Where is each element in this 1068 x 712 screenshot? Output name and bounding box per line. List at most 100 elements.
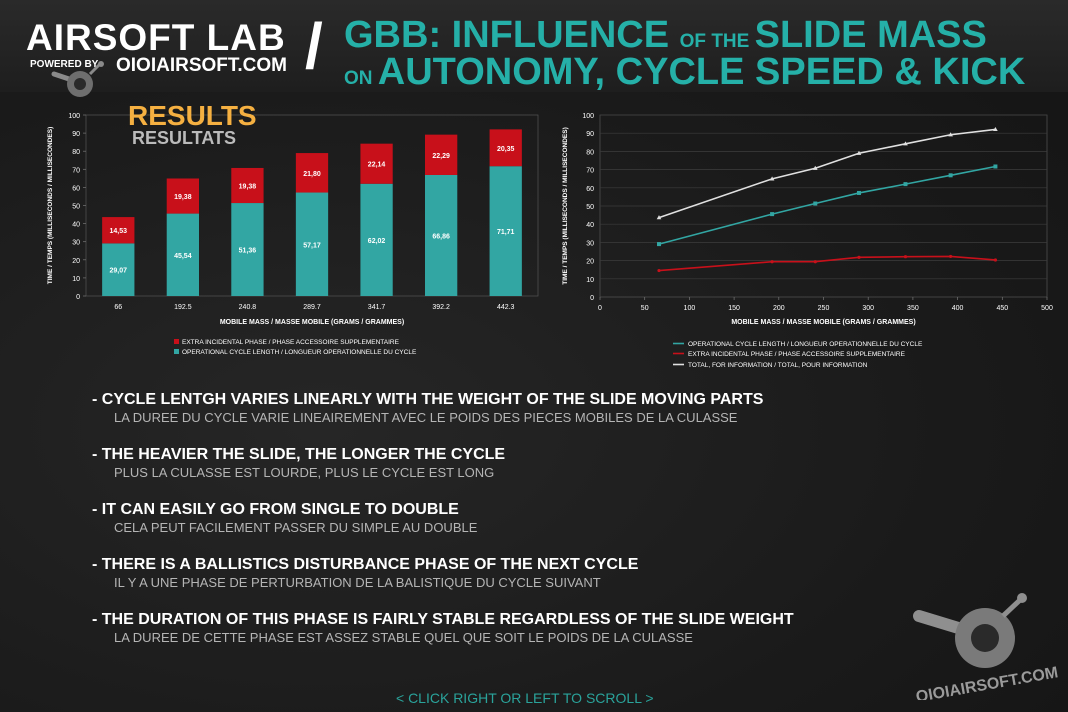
gear-logo-large-icon: OIOIAIRSOFT.COM xyxy=(913,593,1060,700)
list-item: - CYCLE LENTGH VARIES LINEARLY WITH THE … xyxy=(92,390,1052,426)
data-label: 19,38 xyxy=(174,194,192,201)
y-tick-label: 0 xyxy=(76,294,80,301)
title-part: AUTONOMY, CYCLE SPEED & KICK xyxy=(377,51,1026,93)
bullet-fr: LA DUREE DE CETTE PHASE EST ASSEZ STABLE… xyxy=(114,630,693,645)
x-tick-label: 200 xyxy=(773,305,785,312)
legend-label: OPERATIONAL CYCLE LENGTH / LONGUEUR OPER… xyxy=(688,341,923,348)
data-label: 19,38 xyxy=(239,183,257,190)
data-point xyxy=(993,258,998,262)
bar xyxy=(231,203,264,296)
series-line xyxy=(658,255,996,272)
list-item: - IT CAN EASILY GO FROM SINGLE TO DOUBLE… xyxy=(92,500,1052,536)
x-tick-label: 150 xyxy=(728,305,740,312)
data-point xyxy=(856,150,862,155)
series-line xyxy=(658,128,996,219)
y-tick-label: 80 xyxy=(72,149,80,156)
bar xyxy=(166,213,199,296)
data-point xyxy=(770,212,775,217)
data-label: 22,29 xyxy=(432,153,450,160)
scroll-hint-link[interactable]: < CLICK RIGHT OR LEFT TO SCROLL > xyxy=(396,690,654,706)
x-tick-label: 240.8 xyxy=(239,304,257,311)
bar xyxy=(360,183,393,296)
data-point xyxy=(903,141,908,146)
bar xyxy=(295,192,329,296)
y-tick-label: 60 xyxy=(72,185,80,192)
bar xyxy=(425,174,458,296)
y-axis-label: TIME / TEMPS (MILLISECONDS / MILLISECOND… xyxy=(47,127,54,284)
x-tick-label: 66 xyxy=(114,304,122,311)
data-label: 66,86 xyxy=(432,233,450,240)
title-slash: / xyxy=(305,10,323,82)
results-subtitle: RESULTATS xyxy=(132,128,236,148)
data-point xyxy=(657,242,662,247)
x-tick-label: 341.7 xyxy=(368,304,386,311)
data-label: 62,02 xyxy=(368,238,386,245)
legend-swatch xyxy=(174,349,179,354)
list-item: - THE HEAVIER THE SLIDE, THE LONGER THE … xyxy=(92,445,1052,481)
data-point xyxy=(993,126,998,132)
data-point xyxy=(903,182,908,187)
gear-logo-icon xyxy=(51,61,104,97)
bullet-en: - THE DURATION OF THIS PHASE IS FAIRLY S… xyxy=(92,611,794,628)
page-title-line-1: GBB: INFLUENCE OF THE SLIDE MASS xyxy=(344,14,987,63)
bullet-fr: LA DUREE DU CYCLE VARIE LINEAIREMENT AVE… xyxy=(114,410,738,425)
y-tick-label: 10 xyxy=(72,276,80,283)
x-tick-label: 442.3 xyxy=(497,304,515,311)
y-tick-label: 30 xyxy=(586,240,594,247)
brand-site: OIOIAIRSOFT.COM xyxy=(116,55,287,76)
x-tick-label: 392.2 xyxy=(432,304,450,311)
bar xyxy=(489,166,522,296)
y-tick-label: 100 xyxy=(582,113,594,120)
y-axis-label: TIME / TEMPS (MILLISECONDS / MILLISECOND… xyxy=(562,127,569,284)
data-point xyxy=(813,201,818,206)
title-part: SLIDE MASS xyxy=(754,14,987,56)
results-title: RESULTS xyxy=(128,100,257,131)
x-tick-label: 500 xyxy=(1041,305,1053,312)
data-point xyxy=(770,260,774,264)
x-tick-label: 289.7 xyxy=(303,304,321,311)
title-part: GBB: INFLUENCE xyxy=(344,14,680,56)
data-label: 57,17 xyxy=(303,242,321,249)
bullet-fr: IL Y A UNE PHASE DE PERTURBATION DE LA B… xyxy=(114,575,601,590)
bullet-fr: PLUS LA CULASSE EST LOURDE, PLUS LE CYCL… xyxy=(114,465,495,480)
series-line xyxy=(658,165,996,245)
y-tick-label: 100 xyxy=(68,113,80,120)
x-tick-label: 100 xyxy=(684,305,696,312)
y-tick-label: 60 xyxy=(586,186,594,193)
legend-label: EXTRA INCIDENTAL PHASE / PHASE ACCESSOIR… xyxy=(688,351,906,358)
y-tick-label: 70 xyxy=(72,167,80,174)
legend-label: EXTRA INCIDENTAL PHASE / PHASE ACCESSOIR… xyxy=(182,339,400,346)
data-label: 51,36 xyxy=(239,248,257,255)
y-tick-label: 30 xyxy=(72,240,80,247)
bar xyxy=(231,167,264,204)
data-label: 14,53 xyxy=(110,228,128,235)
x-tick-label: 192.5 xyxy=(174,304,192,311)
list-item: - THERE IS A BALLISTICS DISTURBANCE PHAS… xyxy=(92,555,1052,591)
bar xyxy=(166,178,199,214)
bullet-en: - IT CAN EASILY GO FROM SINGLE TO DOUBLE xyxy=(92,501,459,518)
bar xyxy=(102,217,135,244)
data-label: 45,54 xyxy=(174,253,192,260)
data-point xyxy=(903,255,908,259)
list-item: - THE DURATION OF THIS PHASE IS FAIRLY S… xyxy=(92,610,1052,646)
data-point xyxy=(657,268,661,273)
brand-title: AIRSOFT LAB xyxy=(26,17,286,58)
y-tick-label: 20 xyxy=(586,259,594,266)
y-tick-label: 90 xyxy=(586,131,594,138)
y-tick-label: 40 xyxy=(72,222,80,229)
bar xyxy=(295,153,329,193)
x-tick-label: 350 xyxy=(907,305,919,312)
legend-label: TOTAL, FOR INFORMATION / TOTAL, POUR INF… xyxy=(688,362,868,369)
y-tick-label: 50 xyxy=(72,204,80,211)
bar xyxy=(489,129,522,167)
x-tick-label: 0 xyxy=(598,305,602,312)
x-tick-label: 50 xyxy=(641,305,649,312)
x-tick-label: 400 xyxy=(952,305,964,312)
y-tick-label: 50 xyxy=(586,204,594,211)
logo-text: OIOIAIRSOFT.COM xyxy=(915,664,1060,700)
bullet-fr: CELA PEUT FACILEMENT PASSER DU SIMPLE AU… xyxy=(114,520,478,535)
data-label: 21,80 xyxy=(303,171,321,178)
legend-swatch xyxy=(174,339,179,344)
charts-canvas: 010203040506070809010029,0714,536645,541… xyxy=(47,113,1053,369)
bullet-en: - THERE IS A BALLISTICS DISTURBANCE PHAS… xyxy=(92,556,639,573)
